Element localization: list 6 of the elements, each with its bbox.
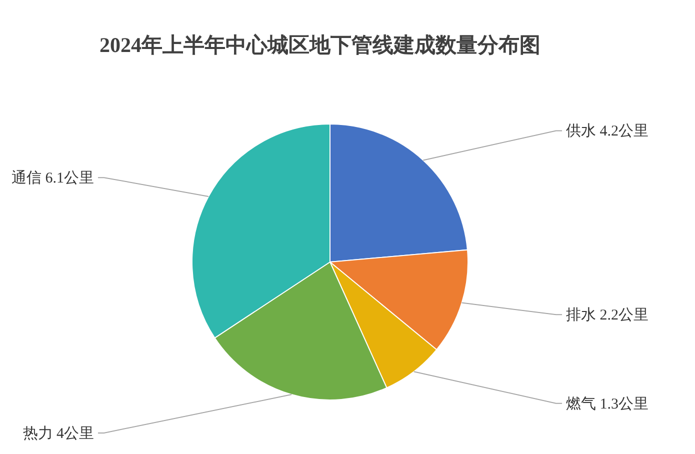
data-label: 通信 6.1公里 [12, 170, 94, 187]
data-label: 热力 4公里 [22, 426, 94, 442]
data-label: 排水 2.2公里 [566, 308, 648, 324]
chart-title: 2024年上半年中心城区地下管线建成数量分布图 [100, 33, 540, 57]
data-label: 供水 4.2公里 [566, 124, 648, 140]
data-label: 燃气 1.3公里 [566, 396, 648, 412]
